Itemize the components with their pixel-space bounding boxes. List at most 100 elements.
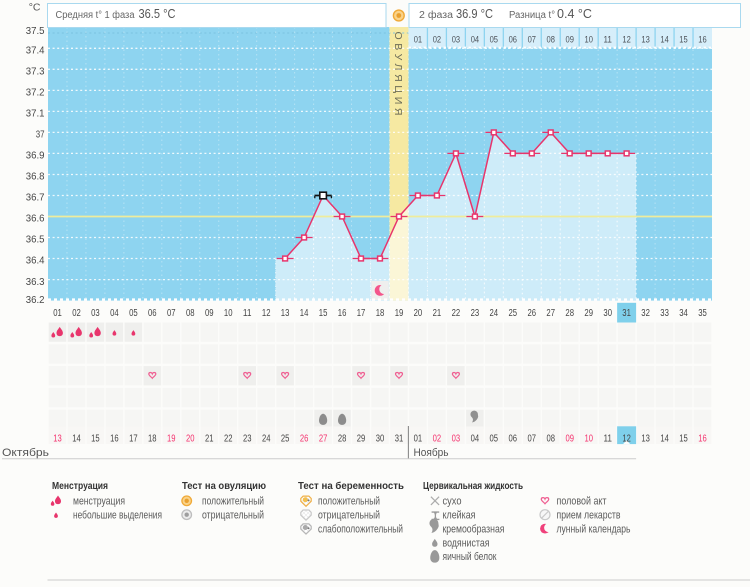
- svg-text:03: 03: [452, 433, 461, 444]
- svg-text:07: 07: [167, 308, 176, 319]
- svg-text:08: 08: [546, 433, 555, 444]
- svg-text:19: 19: [395, 308, 404, 319]
- svg-text:07: 07: [528, 433, 537, 444]
- svg-text:2 фаза: 2 фаза: [419, 9, 453, 21]
- svg-text:04: 04: [110, 308, 119, 319]
- svg-text:Ноябрь: Ноябрь: [414, 447, 449, 459]
- svg-text:13: 13: [641, 433, 650, 444]
- svg-text:14: 14: [660, 433, 669, 444]
- svg-text:Тест на овуляцию: Тест на овуляцию: [182, 480, 266, 492]
- svg-text:13: 13: [641, 35, 649, 46]
- svg-text:08: 08: [547, 35, 555, 46]
- svg-text:12: 12: [622, 35, 630, 46]
- svg-text:36.5 °C: 36.5 °C: [139, 7, 176, 21]
- svg-text:33: 33: [660, 308, 669, 319]
- svg-text:31: 31: [395, 433, 404, 444]
- svg-text:Цервикальная жидкость: Цервикальная жидкость: [423, 480, 523, 492]
- svg-text:16: 16: [338, 308, 347, 319]
- svg-text:20: 20: [186, 433, 195, 444]
- svg-text:05: 05: [490, 433, 499, 444]
- svg-text:небольшие выделения: небольшие выделения: [73, 510, 162, 522]
- svg-text:36.6: 36.6: [26, 213, 45, 225]
- svg-text:37.3: 37.3: [26, 66, 45, 78]
- svg-text:25: 25: [509, 308, 518, 319]
- svg-text:22: 22: [452, 308, 461, 319]
- svg-text:26: 26: [300, 433, 309, 444]
- svg-text:27: 27: [546, 308, 555, 319]
- svg-text:13: 13: [281, 308, 290, 319]
- svg-text:34: 34: [679, 308, 688, 319]
- svg-text:01: 01: [53, 308, 62, 319]
- svg-text:°C: °C: [29, 2, 41, 14]
- svg-text:06: 06: [509, 433, 518, 444]
- svg-text:17: 17: [129, 433, 138, 444]
- svg-text:20: 20: [414, 308, 423, 319]
- svg-text:Разница t°: Разница t°: [509, 10, 555, 21]
- svg-text:37.5: 37.5: [26, 25, 45, 37]
- svg-text:клейкая: клейкая: [443, 510, 476, 522]
- svg-text:12: 12: [622, 433, 631, 444]
- svg-text:10: 10: [585, 35, 593, 46]
- svg-text:05: 05: [129, 308, 138, 319]
- svg-text:18: 18: [376, 308, 385, 319]
- svg-text:23: 23: [471, 308, 480, 319]
- svg-text:14: 14: [300, 308, 309, 319]
- svg-text:37.2: 37.2: [26, 87, 45, 99]
- svg-text:22: 22: [224, 433, 233, 444]
- svg-text:Средняя t° 1 фаза: Средняя t° 1 фаза: [56, 9, 135, 21]
- svg-text:30: 30: [603, 308, 612, 319]
- svg-text:12: 12: [262, 308, 271, 319]
- svg-text:положительный: положительный: [318, 496, 380, 508]
- svg-text:36.3: 36.3: [26, 276, 45, 288]
- svg-text:29: 29: [357, 433, 366, 444]
- svg-text:07: 07: [528, 35, 536, 46]
- svg-text:15: 15: [679, 35, 687, 46]
- svg-text:лунный календарь: лунный календарь: [557, 523, 631, 535]
- svg-text:25: 25: [281, 433, 290, 444]
- svg-text:Октябрь: Октябрь: [2, 447, 49, 459]
- svg-text:16: 16: [698, 433, 707, 444]
- svg-text:отрицательный: отрицательный: [202, 510, 264, 522]
- svg-text:36.4: 36.4: [26, 255, 45, 267]
- svg-text:36.7: 36.7: [26, 192, 45, 204]
- svg-text:ОВУЛЯЦИЯ: ОВУЛЯЦИЯ: [392, 32, 404, 116]
- svg-text:11: 11: [243, 308, 252, 319]
- svg-text:Менструация: Менструация: [52, 480, 108, 492]
- svg-text:02: 02: [433, 433, 442, 444]
- svg-text:28: 28: [565, 308, 574, 319]
- svg-text:16: 16: [110, 433, 119, 444]
- svg-text:36.9 °C: 36.9 °C: [456, 7, 493, 21]
- svg-text:03: 03: [91, 308, 100, 319]
- svg-text:06: 06: [509, 35, 517, 46]
- svg-text:01: 01: [414, 35, 422, 46]
- svg-text:37: 37: [36, 129, 45, 141]
- svg-text:37.4: 37.4: [26, 45, 45, 57]
- svg-text:19: 19: [167, 433, 176, 444]
- svg-text:слабоположительный: слабоположительный: [318, 523, 403, 535]
- svg-text:24: 24: [262, 433, 271, 444]
- svg-text:36.9: 36.9: [26, 150, 45, 162]
- svg-text:09: 09: [565, 433, 574, 444]
- svg-text:23: 23: [243, 433, 252, 444]
- svg-text:02: 02: [433, 35, 441, 46]
- svg-text:28: 28: [338, 433, 347, 444]
- svg-text:21: 21: [205, 433, 214, 444]
- svg-text:35: 35: [698, 308, 707, 319]
- svg-text:04: 04: [471, 433, 480, 444]
- svg-text:сухо: сухо: [443, 496, 462, 508]
- svg-text:37.1: 37.1: [26, 108, 45, 120]
- svg-text:36.8: 36.8: [26, 171, 45, 183]
- svg-text:положительный: положительный: [202, 496, 264, 508]
- svg-text:яичный белок: яичный белок: [443, 551, 497, 563]
- svg-text:01: 01: [414, 433, 423, 444]
- svg-text:11: 11: [603, 433, 612, 444]
- svg-text:06: 06: [148, 308, 157, 319]
- svg-text:36.2: 36.2: [26, 294, 45, 306]
- svg-text:14: 14: [660, 35, 668, 46]
- svg-text:05: 05: [490, 35, 498, 46]
- svg-text:10: 10: [584, 433, 593, 444]
- svg-text:04: 04: [471, 35, 479, 46]
- svg-text:11: 11: [604, 35, 612, 46]
- svg-text:32: 32: [641, 308, 650, 319]
- svg-text:09: 09: [205, 308, 214, 319]
